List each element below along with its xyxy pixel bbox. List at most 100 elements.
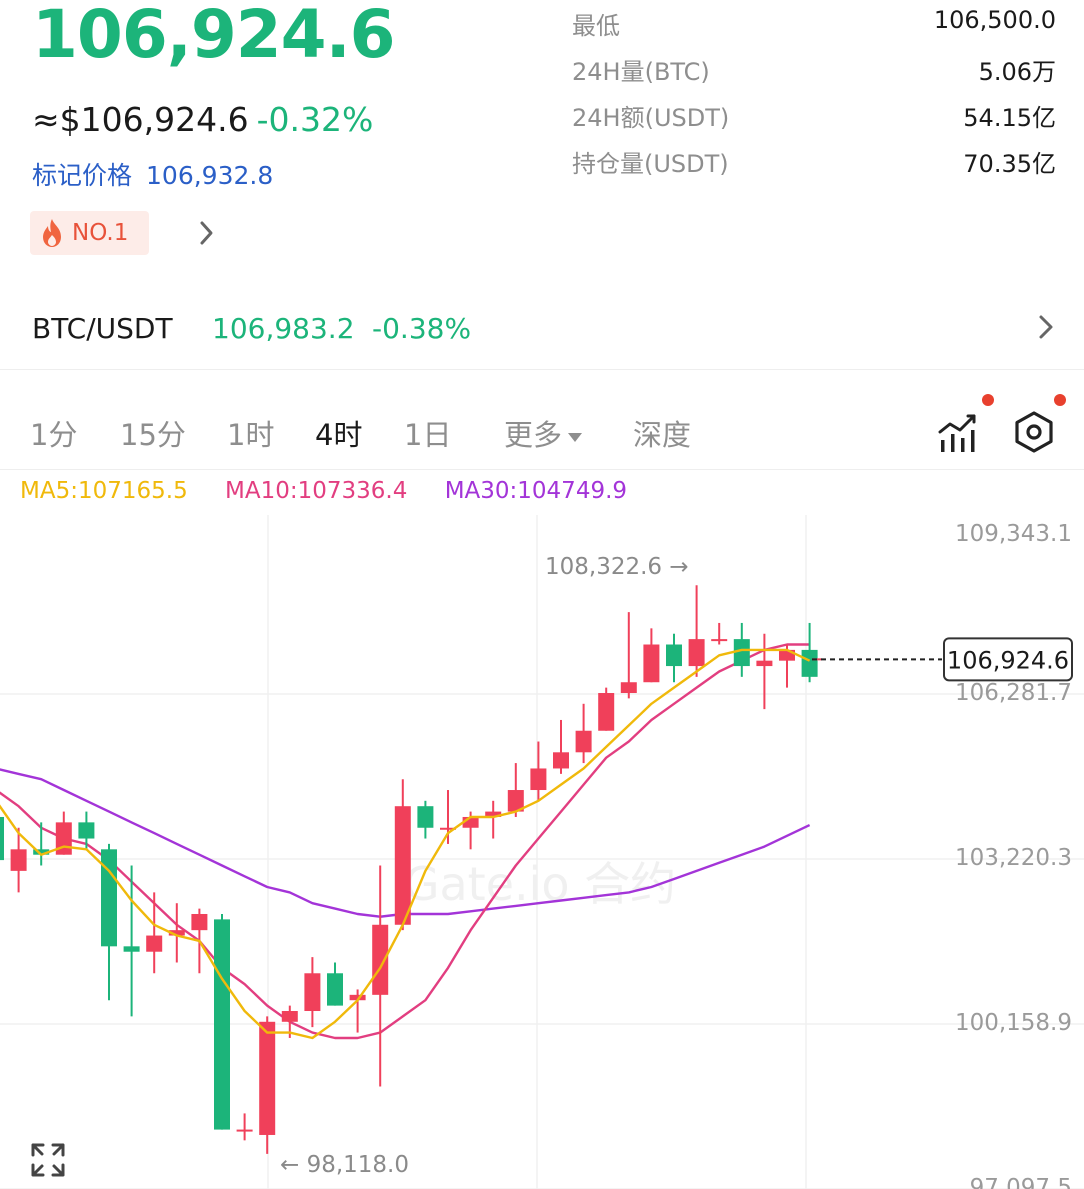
candle xyxy=(711,622,728,645)
candle-body xyxy=(620,682,637,694)
high-price-label: 108,322.6 → xyxy=(545,554,689,580)
candle xyxy=(620,612,637,699)
stat-value: 106,500.0 xyxy=(933,6,1056,34)
expand-icon[interactable] xyxy=(30,1142,66,1178)
stat-value: 70.35亿 xyxy=(963,150,1056,178)
candle xyxy=(756,633,773,710)
candle xyxy=(598,687,615,731)
candle xyxy=(394,779,411,931)
ticker-header: 106,924.6 ≈$106,924.6 -0.32% 标记价格 106,932.… xyxy=(0,0,1084,290)
tab-1m[interactable]: 1分 xyxy=(30,418,78,452)
candle-body xyxy=(598,693,615,731)
tab-4h[interactable]: 4时 xyxy=(315,418,363,452)
candle xyxy=(327,962,343,1006)
candle xyxy=(530,741,547,801)
candle-body xyxy=(440,827,456,830)
candle-body xyxy=(575,730,592,753)
spot-pair-name: BTC/USDT xyxy=(32,312,173,345)
candle-body xyxy=(801,649,818,677)
candle xyxy=(123,865,140,1017)
candle xyxy=(214,913,230,1130)
candle xyxy=(101,843,117,1001)
candle-body xyxy=(688,639,705,667)
usd-price-line: ≈$106,924.6 -0.32% xyxy=(32,100,373,139)
candle-body xyxy=(0,816,4,861)
tab-more[interactable]: 更多 xyxy=(504,412,583,454)
mark-price-value: 106,932.8 xyxy=(146,161,274,190)
settings-hexagon-icon[interactable] xyxy=(1010,408,1058,456)
tab-15m[interactable]: 15分 xyxy=(120,418,186,452)
candle xyxy=(553,719,569,774)
usd-price: ≈$106,924.6 xyxy=(32,100,249,139)
stat-label: 24H量(BTC) xyxy=(572,58,710,86)
mark-price-label: 标记价格 xyxy=(32,161,133,190)
spot-price: 106,983.2 xyxy=(212,312,355,345)
y-tick-label: 100,158.9 xyxy=(955,1010,1072,1036)
candlestick-chart[interactable]: Gate.io 合约 109,343.1 106,281.7 103,220.3… xyxy=(0,515,1084,1189)
candle xyxy=(440,790,456,844)
tab-1d[interactable]: 1日 xyxy=(404,418,452,452)
candle xyxy=(643,628,660,683)
notification-dot xyxy=(1054,394,1066,406)
candle xyxy=(372,865,389,1087)
candle xyxy=(33,822,50,866)
candle-body xyxy=(779,649,795,661)
stats-panel: 最低 106,500.0 24H量(BTC) 5.06万 24H额(USDT) … xyxy=(572,6,1056,190)
stat-label: 24H额(USDT) xyxy=(572,104,730,132)
candle-body xyxy=(756,660,773,667)
tab-more-label: 更多 xyxy=(504,418,563,452)
candle-body xyxy=(507,790,524,812)
candle-body xyxy=(10,849,27,871)
tab-1h[interactable]: 1时 xyxy=(227,418,275,452)
candle-body xyxy=(711,639,728,642)
stat-row-low: 最低 106,500.0 xyxy=(572,6,1056,52)
candle-body xyxy=(236,1129,253,1132)
ma5-value: MA5:107165.5 xyxy=(20,478,188,504)
change-percent: -0.32% xyxy=(256,100,374,139)
candle-body xyxy=(123,946,140,952)
candle-body xyxy=(462,816,479,828)
chevron-right-icon[interactable] xyxy=(1036,312,1056,342)
candle xyxy=(0,816,4,861)
rank-badge[interactable]: NO.1 xyxy=(30,211,149,255)
candle-body xyxy=(259,1021,276,1135)
current-price-box[interactable] xyxy=(943,637,1073,682)
candle xyxy=(304,957,321,1028)
chart-grid xyxy=(0,515,1084,1189)
candle xyxy=(168,903,185,963)
candle xyxy=(575,703,592,764)
candle-body xyxy=(417,806,434,828)
candle xyxy=(417,800,434,839)
stat-row-open-interest: 持仓量(USDT) 70.35亿 xyxy=(572,144,1056,190)
candle xyxy=(146,892,163,974)
candle-body xyxy=(304,973,321,1012)
candle-body xyxy=(643,644,660,683)
chevron-right-icon[interactable] xyxy=(196,218,216,248)
candle xyxy=(801,622,818,683)
candle-body xyxy=(101,849,117,947)
mark-price-line[interactable]: 标记价格 106,932.8 xyxy=(32,156,273,192)
candle xyxy=(779,644,795,688)
candle-body xyxy=(553,752,569,769)
ma30-value: MA30:104749.9 xyxy=(444,478,628,504)
candle-body xyxy=(281,1011,298,1022)
low-price-label: ← 98,118.0 xyxy=(280,1152,409,1178)
tab-depth[interactable]: 深度 xyxy=(633,418,692,452)
candle xyxy=(349,989,366,1033)
ma5-polyline xyxy=(0,648,811,1040)
candle-body xyxy=(327,973,343,1006)
ma10-value: MA10:107336.4 xyxy=(225,478,408,504)
caret-down-icon xyxy=(568,432,583,442)
fire-icon xyxy=(43,219,61,247)
candle-body xyxy=(530,768,547,791)
candle-body xyxy=(33,849,50,855)
spot-pair-row[interactable]: BTC/USDT 106,983.2 -0.38% xyxy=(0,290,1084,370)
candle-body xyxy=(349,994,366,1001)
candle-body xyxy=(146,935,163,952)
stat-row-volume-btc: 24H量(BTC) 5.06万 xyxy=(572,52,1056,98)
indicator-chart-icon[interactable] xyxy=(934,408,982,456)
y-axis-ticks: 109,343.1 106,281.7 103,220.3 100,158.9 … xyxy=(955,521,1072,1189)
ma-indicator-row: MA5:107165.5 MA10:107336.4 MA30:104749.9 xyxy=(20,478,657,504)
candle xyxy=(236,1113,253,1141)
y-tick-label: 97,097.5 xyxy=(970,1175,1072,1189)
